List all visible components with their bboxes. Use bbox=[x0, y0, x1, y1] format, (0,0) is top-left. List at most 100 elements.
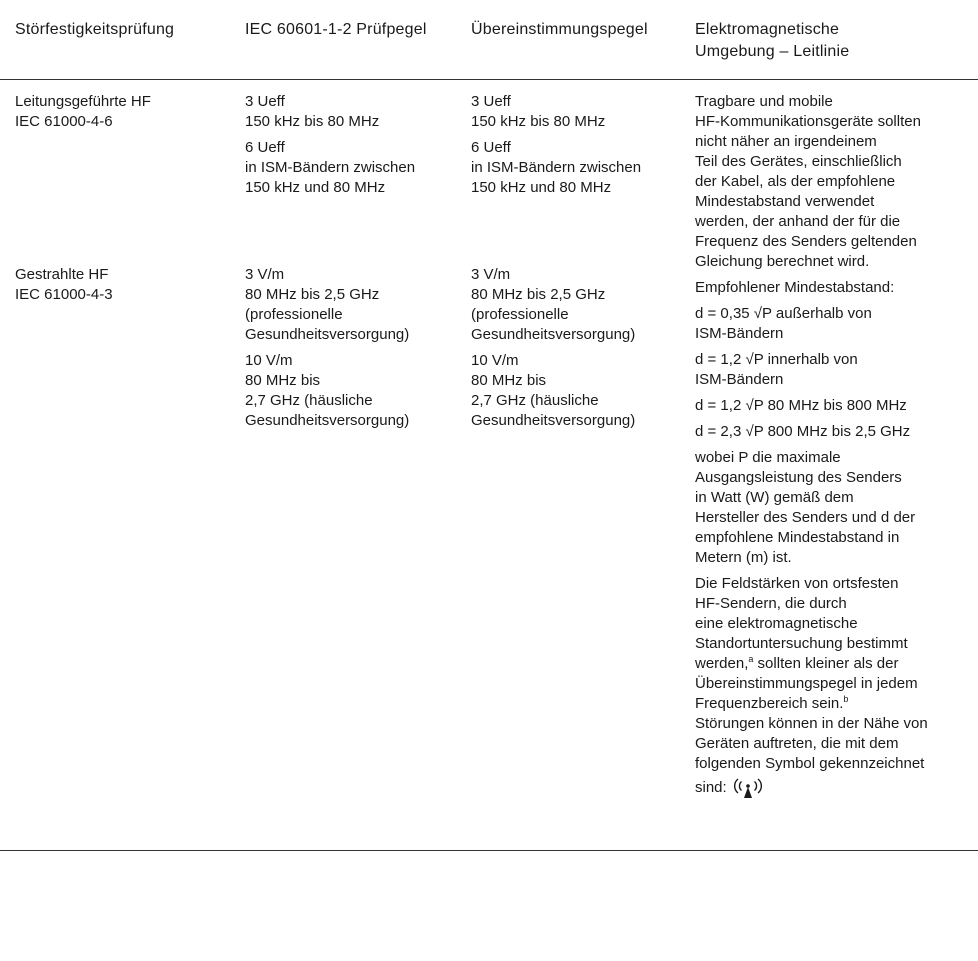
text-line: werden, der anhand der für die bbox=[695, 213, 901, 230]
row1-test-level: 3 Ueff 150 kHz bis 80 MHz 6 Ueff in ISM-… bbox=[245, 92, 460, 204]
header-compliance-level: Übereinstimmungspegel bbox=[471, 21, 648, 38]
text-line: Teil des Gerätes, einschließlich bbox=[695, 153, 902, 170]
text-line: 150 kHz und 80 MHz bbox=[245, 179, 386, 196]
row1-test-line1: Leitungsgeführte HF bbox=[15, 93, 151, 110]
row1-test: Leitungsgeführte HF IEC 61000-4-6 bbox=[15, 92, 230, 132]
text-line: d = 1,2 √P innerhalb von bbox=[695, 351, 858, 368]
guidance-column: Tragbare und mobile HF-Kommunikationsger… bbox=[695, 92, 965, 804]
text-line: Empfohlener Mindestabstand: bbox=[695, 279, 895, 296]
text-line: 150 kHz bis 80 MHz bbox=[471, 113, 606, 130]
formula-outside-ism: d = 0,35 √P außerhalb von ISM-Bändern bbox=[695, 304, 965, 344]
text-line: Hersteller des Senders und d der bbox=[695, 509, 916, 526]
text-line: 150 kHz bis 80 MHz bbox=[245, 113, 380, 130]
row2-test-line2: IEC 61000-4-3 bbox=[15, 286, 113, 303]
header-test: Störfestigkeitsprüfung bbox=[15, 21, 175, 38]
row1-compliance-block-b: 6 Ueff in ISM-Bändern zwischen 150 kHz u… bbox=[471, 138, 686, 198]
text-line: Geräten auftreten, die mit dem bbox=[695, 735, 899, 752]
table-header: Störfestigkeitsprüfung IEC 60601-1-2 Prü… bbox=[0, 0, 978, 80]
text-line: Frequenz des Senders geltenden bbox=[695, 233, 917, 250]
text-line: 80 MHz bis bbox=[471, 372, 547, 389]
footnote-marker-a: a bbox=[748, 654, 754, 664]
text-line: 80 MHz bis 2,5 GHz bbox=[471, 286, 606, 303]
text-line: 80 MHz bis 2,5 GHz bbox=[245, 286, 380, 303]
text-line: in ISM-Bändern zwischen bbox=[245, 159, 416, 176]
text-line: 10 V/m bbox=[245, 352, 293, 369]
text-line: HF-Kommunikationsgeräte sollten bbox=[695, 113, 921, 130]
header-test-level: IEC 60601-1-2 Prüfpegel bbox=[245, 21, 427, 38]
text-line: Standortuntersuchung bestimmt bbox=[695, 635, 908, 652]
text-line: 6 Ueff bbox=[471, 139, 511, 156]
text-line: (professionelle bbox=[245, 306, 343, 323]
header-guidance-line2: Umgebung – Leitlinie bbox=[695, 43, 850, 60]
text-line: in ISM-Bändern zwischen bbox=[471, 159, 642, 176]
text-line: 10 V/m bbox=[471, 352, 519, 369]
row1-test-line2: IEC 61000-4-6 bbox=[15, 113, 113, 130]
text-line: ISM-Bändern bbox=[695, 325, 784, 342]
row2-test: Gestrahlte HF IEC 61000-4-3 bbox=[15, 265, 230, 305]
text-line: Übereinstimmungspegel in jedem bbox=[695, 675, 918, 692]
text-line: 3 V/m bbox=[245, 266, 285, 283]
text-line: ISM-Bändern bbox=[695, 371, 784, 388]
text-line: der Kabel, als der empfohlene bbox=[695, 173, 896, 190]
text-line: d = 1,2 √P 80 MHz bis 800 MHz bbox=[695, 397, 907, 414]
text-line: 3 V/m bbox=[471, 266, 511, 283]
text-fragment: werden, bbox=[695, 655, 749, 672]
row1-compliance-block-a: 3 Ueff 150 kHz bis 80 MHz bbox=[471, 92, 686, 132]
text-line: Gesundheitsversorgung) bbox=[471, 412, 636, 429]
text-line: Ausgangsleistung des Senders bbox=[695, 469, 902, 486]
text-line: 2,7 GHz (häusliche bbox=[245, 392, 373, 409]
text-line: d = 2,3 √P 800 MHz bis 2,5 GHz bbox=[695, 423, 911, 440]
text-line: Gleichung berechnet wird. bbox=[695, 253, 870, 270]
text-line: empfohlene Mindestabstand in bbox=[695, 529, 900, 546]
text-line: 150 kHz und 80 MHz bbox=[471, 179, 612, 196]
formula-800-2500: d = 2,3 √P 800 MHz bis 2,5 GHz bbox=[695, 422, 965, 442]
header-guidance-line1: Elektromagnetische bbox=[695, 21, 840, 38]
text-line: Gesundheitsversorgung) bbox=[245, 412, 410, 429]
text-line: HF-Sendern, die durch bbox=[695, 595, 847, 612]
footnote-marker-b: b bbox=[843, 694, 849, 704]
text-line: Störungen können in der Nähe von bbox=[695, 715, 928, 732]
formula-inside-ism: d = 1,2 √P innerhalb von ISM-Bändern bbox=[695, 350, 965, 390]
recommended-distance-label: Empfohlener Mindestabstand: bbox=[695, 278, 965, 298]
text-fragment: sind: bbox=[695, 779, 731, 796]
text-line: Gesundheitsversorgung) bbox=[245, 326, 410, 343]
text-line: Die Feldstärken von ortsfesten bbox=[695, 575, 899, 592]
formula-80-800: d = 1,2 √P 80 MHz bis 800 MHz bbox=[695, 396, 965, 416]
text-line: Mindestabstand verwendet bbox=[695, 193, 875, 210]
text-line: (professionelle bbox=[471, 306, 569, 323]
header-divider bbox=[0, 79, 978, 80]
row1-level-block-a: 3 Ueff 150 kHz bis 80 MHz bbox=[245, 92, 460, 132]
text-line: 3 Ueff bbox=[471, 93, 511, 110]
formula-explanation: wobei P die maximale Ausgangsleistung de… bbox=[695, 448, 965, 568]
text-line: Frequenzbereich sein.b bbox=[695, 694, 965, 714]
text-line: wobei P die maximale bbox=[695, 449, 841, 466]
text-line: 3 Ueff bbox=[245, 93, 285, 110]
text-line: d = 0,35 √P außerhalb von bbox=[695, 305, 872, 322]
table-bottom-rule bbox=[0, 850, 978, 851]
text-line: 2,7 GHz (häusliche bbox=[471, 392, 599, 409]
row2-level-block-b: 10 V/m 80 MHz bis 2,7 GHz (häusliche Ges… bbox=[245, 351, 460, 431]
text-fragment: sollten kleiner als der bbox=[753, 655, 899, 672]
text-line: in Watt (W) gemäß dem bbox=[695, 489, 854, 506]
row2-compliance-block-a: 3 V/m 80 MHz bis 2,5 GHz (professionelle… bbox=[471, 265, 686, 345]
guidance-intro: Tragbare und mobile HF-Kommunikationsger… bbox=[695, 92, 965, 272]
row1-compliance-level: 3 Ueff 150 kHz bis 80 MHz 6 Ueff in ISM-… bbox=[471, 92, 686, 204]
text-line: Tragbare und mobile bbox=[695, 93, 833, 110]
text-line: 80 MHz bis bbox=[245, 372, 321, 389]
row2-compliance-level: 3 V/m 80 MHz bis 2,5 GHz (professionelle… bbox=[471, 265, 686, 437]
text-line: 6 Ueff bbox=[245, 139, 285, 156]
text-line: sind: bbox=[695, 774, 965, 798]
text-line: nicht näher an irgendeinem bbox=[695, 133, 877, 150]
text-line: werden,a sollten kleiner als der bbox=[695, 654, 965, 674]
text-line: eine elektromagnetische bbox=[695, 615, 858, 632]
text-line: Metern (m) ist. bbox=[695, 549, 792, 566]
text-fragment: Frequenzbereich sein. bbox=[695, 695, 844, 712]
row2-test-line1: Gestrahlte HF bbox=[15, 266, 109, 283]
header-guidance: Elektromagnetische Umgebung – Leitlinie bbox=[695, 19, 849, 63]
non-ionizing-radiation-icon bbox=[731, 774, 765, 798]
text-line: folgenden Symbol gekennzeichnet bbox=[695, 755, 925, 772]
row2-compliance-block-b: 10 V/m 80 MHz bis 2,7 GHz (häusliche Ges… bbox=[471, 351, 686, 431]
row2-level-block-a: 3 V/m 80 MHz bis 2,5 GHz (professionelle… bbox=[245, 265, 460, 345]
row1-level-block-b: 6 Ueff in ISM-Bändern zwischen 150 kHz u… bbox=[245, 138, 460, 198]
